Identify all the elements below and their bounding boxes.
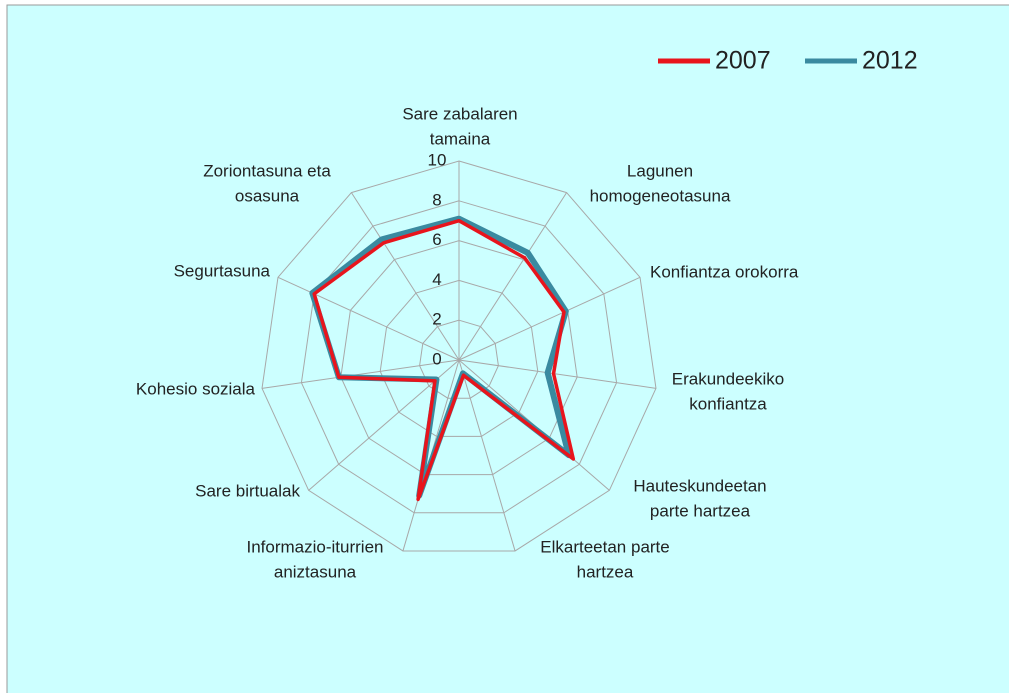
category-label: osasuna: [235, 186, 300, 205]
legend-label: 2007: [715, 47, 771, 75]
r-tick-label: 2: [432, 310, 441, 329]
category-label: tamaina: [430, 129, 491, 148]
axis-spoke: [458, 276, 641, 361]
category-label: Informazio-iturrien: [247, 537, 384, 556]
category-label: Lagunen: [627, 161, 693, 180]
chart-background: [6, 4, 1009, 693]
axis-spoke: [458, 359, 657, 389]
category-label: Kohesio soziala: [136, 379, 256, 398]
grid-ring: [419, 319, 499, 399]
axis-spoke: [458, 359, 516, 552]
category-label: Zoriontasuna eta: [203, 161, 331, 180]
r-tick-label: 10: [428, 150, 447, 169]
category-label: Sare birtualak: [195, 481, 300, 500]
category-label: hartzea: [577, 562, 634, 581]
axis-spoke: [277, 276, 460, 361]
category-label: Sare zabalaren: [402, 104, 517, 123]
r-tick-label: 8: [432, 190, 441, 209]
category-label: parte hartzea: [650, 501, 751, 520]
category-label: homogeneotasuna: [590, 186, 731, 205]
category-label: Konfiantza orokorra: [650, 262, 799, 281]
r-tick-label: 0: [432, 349, 441, 368]
axis-spoke: [261, 359, 460, 389]
axis-spoke: [350, 192, 460, 361]
axis-spoke: [458, 192, 568, 361]
grid-ring: [379, 279, 539, 437]
r-tick-label: 4: [432, 270, 441, 289]
category-label: aniztasuna: [274, 562, 357, 581]
legend-label: 2012: [862, 47, 918, 75]
r-tick-label: 6: [432, 230, 441, 249]
category-label: Segurtasuna: [174, 261, 271, 280]
category-label: Elkarteetan parte: [540, 537, 669, 556]
category-label: Erakundeekiko: [672, 369, 784, 388]
grid-ring: [261, 160, 657, 552]
series-line: [312, 218, 576, 502]
category-label: konfiantza: [689, 394, 767, 413]
category-label: Hauteskundeetan: [633, 476, 766, 495]
